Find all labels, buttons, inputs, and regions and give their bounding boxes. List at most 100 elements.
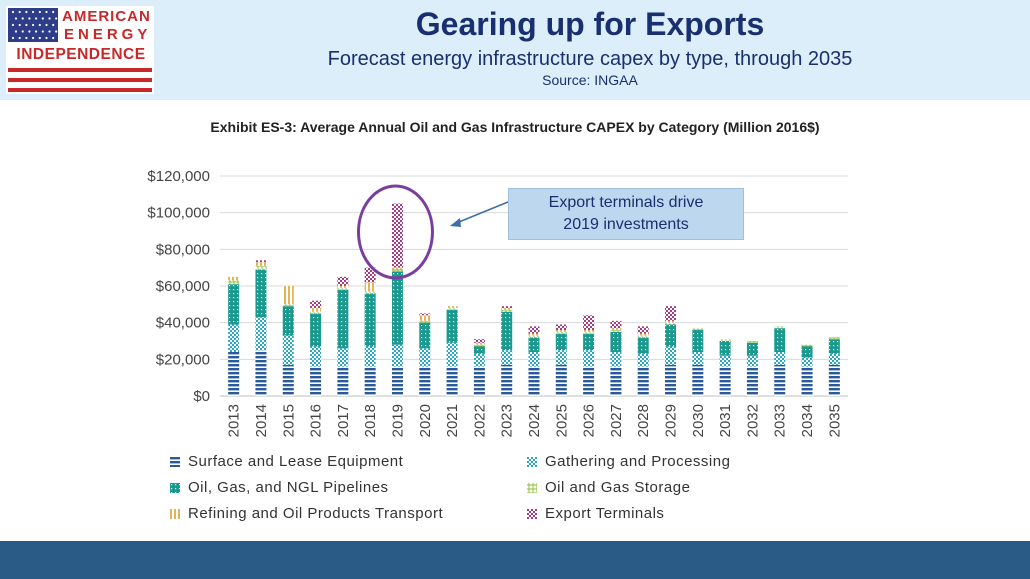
legend-swatch xyxy=(527,457,537,467)
x-tick-label: 2021 xyxy=(444,404,461,437)
x-tick-label: 2026 xyxy=(581,404,598,437)
bar-segment xyxy=(337,276,349,286)
bar-segment xyxy=(555,350,567,365)
us-flag-icon xyxy=(8,8,58,42)
callout-box: Export terminals drive 2019 investments xyxy=(508,188,744,240)
bar-segment xyxy=(528,335,540,338)
bar-segment xyxy=(337,289,349,349)
bar-segment xyxy=(610,366,622,396)
x-tick-label: 2024 xyxy=(526,404,543,437)
flag-star xyxy=(52,36,55,40)
bar-segment xyxy=(310,366,322,396)
bar-segment xyxy=(391,269,403,272)
legend-swatch xyxy=(527,509,537,519)
bar-segment xyxy=(501,350,513,365)
bar-segment xyxy=(610,331,622,352)
flag-star xyxy=(11,23,15,27)
bar-segment xyxy=(801,344,813,347)
y-tick-label: $40,000 xyxy=(156,315,210,332)
x-tick-label: 2019 xyxy=(389,404,406,437)
legend-swatch xyxy=(170,483,180,493)
bar-segment xyxy=(610,352,622,367)
bar-segment xyxy=(282,306,294,336)
bar-segment xyxy=(255,262,267,266)
bar-segment xyxy=(637,335,649,338)
bar-segment xyxy=(583,366,595,396)
bar-segment xyxy=(391,344,403,367)
bar-segment xyxy=(364,366,376,396)
bar-segment xyxy=(528,352,540,367)
flag-star xyxy=(11,10,15,14)
bar-segment xyxy=(774,364,786,396)
bar-segment xyxy=(719,366,731,396)
bar-segment xyxy=(228,280,240,285)
bar-segment xyxy=(555,333,567,351)
logo-text-line1: AMERICAN xyxy=(62,8,151,25)
bar-segment xyxy=(501,308,513,310)
x-tick-label: 2014 xyxy=(253,404,270,437)
bar-segment xyxy=(637,333,649,336)
x-tick-label: 2015 xyxy=(280,404,297,437)
bar-segment xyxy=(637,337,649,354)
bar-segment xyxy=(665,364,677,396)
flag-star xyxy=(25,10,28,14)
legend-label: Export Terminals xyxy=(545,505,665,522)
bar-segment xyxy=(391,366,403,396)
x-tick-label: 2032 xyxy=(744,404,761,437)
bar-segment xyxy=(801,346,813,358)
page-subtitle: Forecast energy infrastructure capex by … xyxy=(327,48,853,70)
bar-segment xyxy=(310,346,322,367)
bar-segment xyxy=(801,366,813,396)
bar-segment xyxy=(583,350,595,367)
bar-segment xyxy=(501,311,513,351)
bar-segment xyxy=(391,203,403,268)
bar-segment xyxy=(528,366,540,396)
flag-star xyxy=(45,10,48,14)
bar-segment xyxy=(637,366,649,396)
x-tick-label: 2028 xyxy=(635,404,652,437)
bar-segment xyxy=(665,306,677,321)
bar-segment xyxy=(828,339,840,354)
bar-segment xyxy=(337,366,349,396)
bar-segment xyxy=(801,357,813,367)
legend-swatch xyxy=(527,483,537,493)
bar-segment xyxy=(310,311,322,314)
bar-segment xyxy=(337,348,349,367)
bar-segment xyxy=(446,308,458,310)
flag-star xyxy=(18,23,21,27)
bar-segment xyxy=(501,364,513,396)
flag-star xyxy=(11,36,15,40)
logo-text-line2: ENERGY xyxy=(64,26,152,43)
x-tick-label: 2016 xyxy=(308,404,325,437)
flag-star xyxy=(21,17,24,20)
bar-segment xyxy=(637,353,649,367)
bar-segment xyxy=(746,341,758,343)
bar-segment xyxy=(501,309,513,312)
bar-segment xyxy=(282,335,294,365)
bar-segment xyxy=(473,346,485,354)
bar-segment xyxy=(310,313,322,347)
bar-segment xyxy=(583,331,595,334)
y-tick-label: $60,000 xyxy=(156,278,210,295)
bar-segment xyxy=(446,366,458,396)
flag-star xyxy=(32,10,35,14)
bar-segment xyxy=(282,364,294,396)
bar-segment xyxy=(282,286,294,305)
bar-segment xyxy=(828,364,840,396)
bar-segment xyxy=(665,322,677,325)
flag-star xyxy=(55,30,58,33)
footer-bar xyxy=(0,541,1030,579)
legend-label: Gathering and Processing xyxy=(545,453,731,470)
bar-segment xyxy=(337,286,349,288)
bar-segment xyxy=(555,330,567,332)
bar-segment xyxy=(337,287,349,290)
x-tick-label: 2022 xyxy=(471,404,488,437)
arrow-head xyxy=(450,218,461,227)
bar-segment xyxy=(473,353,485,367)
bar-segment xyxy=(419,320,431,323)
flag-star xyxy=(32,36,35,40)
legend-label: Oil, Gas, and NGL Pipelines xyxy=(188,479,389,496)
bar-segment xyxy=(255,265,267,270)
flag-star xyxy=(28,17,31,20)
y-tick-label: $100,000 xyxy=(147,205,210,222)
